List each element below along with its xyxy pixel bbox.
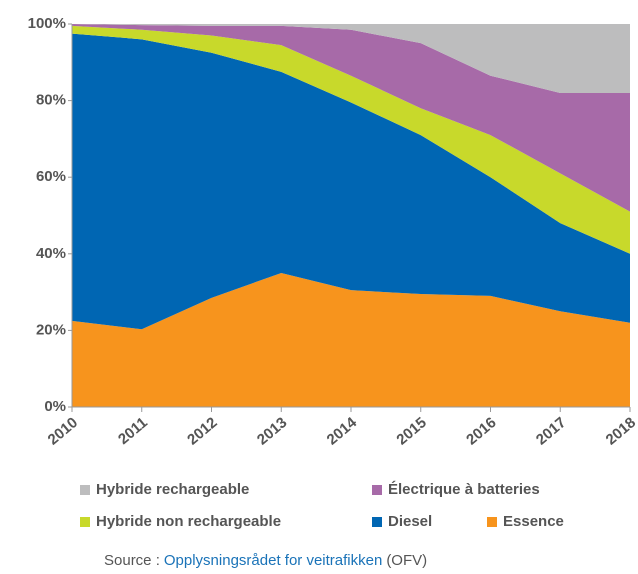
y-tick-label: 100% xyxy=(28,15,66,32)
source-link[interactable]: Opplysningsrådet for veitrafikken xyxy=(163,552,383,569)
x-tick-label: 2017 xyxy=(533,414,569,448)
legend-swatch xyxy=(372,517,382,527)
y-tick-label: 60% xyxy=(36,168,66,185)
y-tick-label: 40% xyxy=(36,245,66,262)
legend-swatch xyxy=(487,517,497,527)
legend-swatch xyxy=(80,517,90,527)
y-tick-label: 20% xyxy=(36,321,66,338)
y-tick-label: 80% xyxy=(36,92,66,109)
legend-swatch xyxy=(372,485,382,495)
x-tick-label: 2013 xyxy=(254,414,290,448)
x-tick-label: 2011 xyxy=(115,414,151,448)
legend-label: Hybride rechargeable xyxy=(96,481,249,498)
legend-label: Hybride non rechargeable xyxy=(96,513,281,530)
source-prefix: Source : xyxy=(104,552,160,569)
source: Source : Opplysningsrådet for veitrafikke… xyxy=(104,552,427,569)
source-suffix: (OFV) xyxy=(386,552,428,569)
area xyxy=(72,33,630,330)
legend-label: Diesel xyxy=(388,513,432,530)
area xyxy=(72,24,630,212)
area xyxy=(72,24,630,93)
y-tick-label: 0% xyxy=(44,398,66,415)
x-tick-label: 2012 xyxy=(184,414,220,448)
legend-swatch xyxy=(80,485,90,495)
x-tick-label: 2015 xyxy=(393,414,429,448)
x-tick-label: 2018 xyxy=(603,414,638,448)
x-tick-label: 2010 xyxy=(45,414,81,448)
area xyxy=(72,272,630,407)
legend-label: Essence xyxy=(503,513,564,530)
legend-label: Électrique à batteries xyxy=(388,481,540,498)
x-tick-label: 2016 xyxy=(463,414,499,448)
x-tick-label: 2014 xyxy=(324,414,361,449)
chart: 0% 20% 40% 60% 80% 100% 2010 2011 2012 2013 2014 20… xyxy=(28,15,638,530)
